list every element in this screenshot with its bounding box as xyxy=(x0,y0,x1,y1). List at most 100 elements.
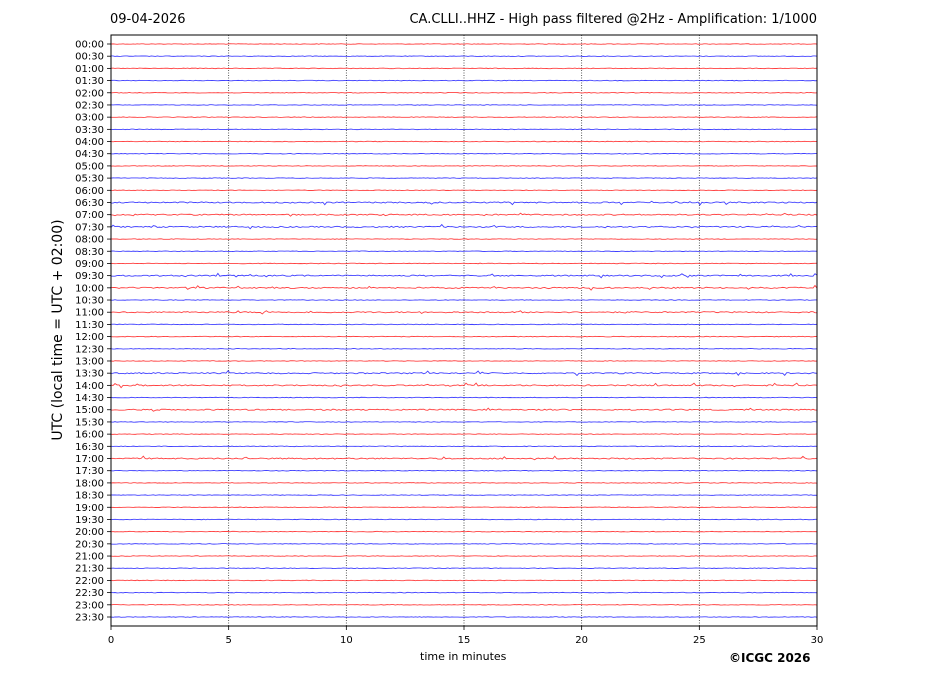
trace-0830 xyxy=(110,250,818,253)
trace-1930 xyxy=(110,518,818,521)
trace-0200 xyxy=(110,92,818,94)
trace-2000 xyxy=(110,530,818,533)
trace-1230 xyxy=(110,348,818,350)
trace-1430 xyxy=(110,396,818,399)
y-tick-label: 04:30 xyxy=(75,149,104,160)
x-axis-label: time in minutes xyxy=(420,650,507,663)
y-tick-label: 00:30 xyxy=(75,52,104,63)
y-tick-label: 17:30 xyxy=(75,466,104,477)
trace-0530 xyxy=(110,177,818,179)
trace-1100 xyxy=(110,310,818,315)
y-tick-label: 21:30 xyxy=(75,564,104,575)
y-tick-label: 21:00 xyxy=(75,552,104,563)
trace-1700 xyxy=(110,455,818,461)
y-tick-label: 04:00 xyxy=(75,137,104,148)
y-tick-label: 16:00 xyxy=(75,430,104,441)
y-tick-label: 11:00 xyxy=(75,308,104,319)
y-tick-label: 17:00 xyxy=(75,454,104,465)
trace-1530 xyxy=(110,421,818,423)
y-tick-label: 22:30 xyxy=(75,588,104,599)
y-tick-label: 23:00 xyxy=(75,600,104,611)
trace-1130 xyxy=(110,323,818,326)
y-tick-label: 20:30 xyxy=(75,539,104,550)
trace-1300 xyxy=(110,360,818,362)
y-tick-label: 16:30 xyxy=(75,442,104,453)
y-tick-label: 19:30 xyxy=(75,515,104,526)
trace-0400 xyxy=(110,140,817,143)
y-tick-label: 15:30 xyxy=(75,417,104,428)
y-tick-label: 05:00 xyxy=(75,161,104,172)
trace-0800 xyxy=(110,238,818,240)
chart-title: CA.CLLI..HHZ - High pass filtered @2Hz -… xyxy=(409,12,817,27)
x-tick-label: 25 xyxy=(693,635,706,646)
y-tick-label: 23:30 xyxy=(75,613,104,624)
trace-1400 xyxy=(110,382,818,389)
trace-1900 xyxy=(110,506,818,509)
trace-1500 xyxy=(111,407,818,412)
trace-2100 xyxy=(110,555,818,557)
trace-1630 xyxy=(110,445,818,448)
x-tick-label: 15 xyxy=(458,635,471,646)
y-tick-label: 03:00 xyxy=(75,113,104,124)
y-tick-label: 08:30 xyxy=(75,247,104,258)
y-tick-label: 02:30 xyxy=(75,100,104,111)
trace-1000 xyxy=(110,284,818,291)
y-tick-label: 01:30 xyxy=(75,76,104,87)
trace-0900 xyxy=(110,262,818,265)
trace-2130 xyxy=(110,567,818,569)
y-tick-label: 08:00 xyxy=(75,235,104,246)
trace-0130 xyxy=(110,79,818,82)
plot-frame xyxy=(110,34,818,627)
y-tick-label: 11:30 xyxy=(75,320,104,331)
y-tick-label: 14:30 xyxy=(75,393,104,404)
trace-2330 xyxy=(110,616,818,618)
trace-1030 xyxy=(110,299,818,301)
y-tick-label: 20:00 xyxy=(75,527,104,538)
y-tick-label: 19:00 xyxy=(75,503,104,514)
trace-2230 xyxy=(110,591,818,594)
x-tick-label: 20 xyxy=(575,635,588,646)
trace-0500 xyxy=(110,165,818,167)
trace-0930 xyxy=(110,272,818,279)
trace-0700 xyxy=(110,212,818,217)
y-tick-label: 09:30 xyxy=(75,271,104,282)
trace-0730 xyxy=(110,223,818,230)
y-tick-label: 14:00 xyxy=(75,381,104,392)
trace-0230 xyxy=(110,104,818,106)
y-tick-label: 06:00 xyxy=(75,186,104,197)
y-tick-label: 06:30 xyxy=(75,198,104,209)
y-tick-label: 09:00 xyxy=(75,259,104,270)
date-label: 09-04-2026 xyxy=(110,12,186,27)
trace-2030 xyxy=(110,543,818,545)
y-axis-label: UTC (local time = UTC + 02:00) xyxy=(50,219,66,441)
y-tick-label: 13:30 xyxy=(75,369,104,380)
trace-0430 xyxy=(110,152,818,155)
trace-1800 xyxy=(110,482,818,484)
y-tick-label: 15:00 xyxy=(75,405,104,416)
y-tick-label: 18:00 xyxy=(75,478,104,489)
y-tick-label: 12:30 xyxy=(75,344,104,355)
x-tick-label: 5 xyxy=(225,635,231,646)
trace-0600 xyxy=(110,189,818,192)
trace-2300 xyxy=(110,604,818,606)
trace-1600 xyxy=(110,433,818,435)
trace-1330 xyxy=(110,370,818,377)
y-tick-label: 10:30 xyxy=(75,296,104,307)
y-tick-label: 05:30 xyxy=(75,174,104,185)
trace-0000 xyxy=(110,43,818,45)
trace-1830 xyxy=(110,494,818,496)
trace-1200 xyxy=(110,335,818,338)
trace-0100 xyxy=(110,67,818,70)
y-tick-label: 18:30 xyxy=(75,491,104,502)
y-tick-label: 13:00 xyxy=(75,356,104,367)
x-tick-label: 30 xyxy=(811,635,824,646)
trace-1730 xyxy=(110,469,818,472)
x-tick-label: 0 xyxy=(108,635,114,646)
trace-0330 xyxy=(110,128,818,131)
y-tick-label: 10:00 xyxy=(75,283,104,294)
y-tick-label: 12:00 xyxy=(75,332,104,343)
trace-2200 xyxy=(110,579,818,582)
y-tick-label: 03:30 xyxy=(75,125,104,136)
y-tick-label: 01:00 xyxy=(75,64,104,75)
